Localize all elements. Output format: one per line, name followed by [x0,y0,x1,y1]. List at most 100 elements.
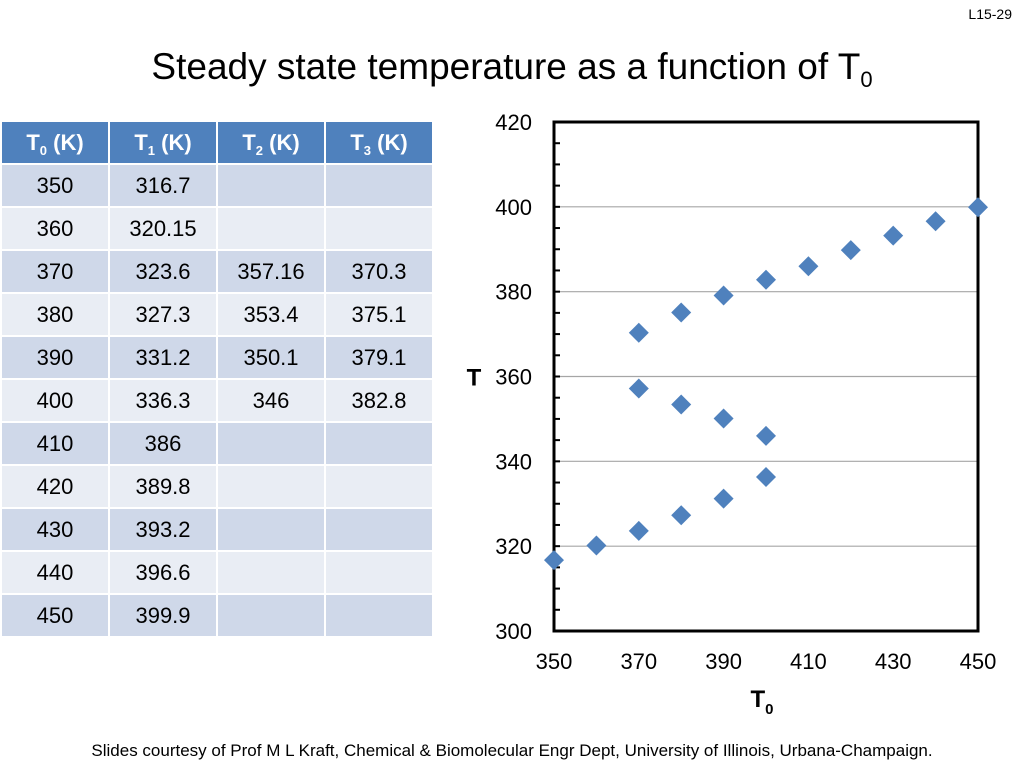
header-t1: T1 (K) [108,120,218,165]
y-axis-title: T [467,365,482,392]
header-t0: T0 (K) [0,120,110,165]
header-t3: T3 (K) [324,120,434,165]
table-cell: 400 [0,378,110,423]
table-cell: 386 [108,421,218,466]
x-tick-label: 410 [790,649,827,674]
data-point-marker [883,225,904,246]
table-cell [324,163,434,208]
table-row: 390 331.2 350.1 379.1 [0,335,434,380]
header-t3-main: T [350,129,364,155]
data-point-marker [713,488,734,509]
table-cell: 336.3 [108,378,218,423]
header-t0-main: T [26,129,40,155]
data-point-marker [671,302,692,323]
table-row: 360 320.15 [0,206,434,251]
data-point-marker [840,240,861,261]
table-cell [216,507,326,552]
table-row: 430 393.2 [0,507,434,552]
table-cell: 389.8 [108,464,218,509]
table-row: 450 399.9 [0,593,434,638]
y-tick-label: 320 [495,534,532,559]
table-cell: 396.6 [108,550,218,595]
table-cell: 346 [216,378,326,423]
y-tick-label: 400 [495,195,532,220]
table-row: 420 389.8 [0,464,434,509]
table-row: 370 323.6 357.16 370.3 [0,249,434,294]
table-row: 440 396.6 [0,550,434,595]
table-cell: 380 [0,292,110,337]
table-cell: 375.1 [324,292,434,337]
header-t1-unit: (K) [155,129,192,155]
temperature-table: T0 (K) T1 (K) T2 (K) T3 (K) 350 316.7 360… [0,120,434,638]
header-t2-sub: 2 [255,142,264,158]
header-t1-main: T [134,129,148,155]
table-cell: 316.7 [108,163,218,208]
header-t1-sub: 1 [147,142,156,158]
data-point-marker [586,535,607,556]
table-cell: 399.9 [108,593,218,638]
table-cell: 410 [0,421,110,466]
table-cell: 430 [0,507,110,552]
footer-credit: Slides courtesy of Prof M L Kraft, Chemi… [91,741,933,760]
header-t3-unit: (K) [371,129,408,155]
y-tick-label: 300 [495,619,532,644]
table-cell: 440 [0,550,110,595]
table-cell: 370 [0,249,110,294]
y-tick-label: 420 [495,110,532,135]
title-text: Steady state temperature as a function o… [151,46,861,87]
data-point-marker [925,211,946,232]
y-tick-label: 360 [495,365,532,390]
table-row: 400 336.3 346 382.8 [0,378,434,423]
table-cell [216,464,326,509]
x-tick-label: 450 [960,649,997,674]
table-cell: 393.2 [108,507,218,552]
data-point-marker [713,408,734,429]
data-point-marker [756,425,776,446]
table-cell: 390 [0,335,110,380]
steady-state-scatter-chart: 300 320 340 360 380 400 420 350 370 390 410 430 450 T… [467,110,997,718]
data-point-marker [968,197,988,218]
table-cell: 382.8 [324,378,434,423]
header-t0-unit: (K) [47,129,84,155]
table-cell [324,206,434,251]
table-cell: 357.16 [216,249,326,294]
table-cell: 350 [0,163,110,208]
table-cell [324,593,434,638]
x-tick-label: 430 [875,649,912,674]
y-tick-label: 340 [495,449,532,474]
data-point-marker [628,520,649,541]
table-cell [324,464,434,509]
table-cell: 370.3 [324,249,434,294]
table-row: 380 327.3 353.4 375.1 [0,292,434,337]
data-point-marker [671,394,692,415]
data-point-marker [544,550,564,571]
table-cell [324,421,434,466]
table-cell [216,206,326,251]
table-cell [216,593,326,638]
table-cell [216,421,326,466]
x-tick-label: 390 [705,649,742,674]
x-axis-title: T0 [750,686,773,718]
x-axis-title-subscript: 0 [765,701,773,718]
table-cell: 327.3 [108,292,218,337]
table-cell: 320.15 [108,206,218,251]
header-t2-unit: (K) [263,129,300,155]
table-cell: 379.1 [324,335,434,380]
data-point-marker [756,269,776,290]
table-cell [324,507,434,552]
table-row: 350 316.7 [0,163,434,208]
table-cell: 350.1 [216,335,326,380]
header-t0-sub: 0 [39,142,48,158]
data-point-marker [628,322,649,343]
data-point-marker [798,256,819,277]
table-cell: 420 [0,464,110,509]
table-cell [216,550,326,595]
plot-frame [552,120,980,633]
data-point-marker [671,505,692,526]
table-cell: 331.2 [108,335,218,380]
x-tick-label: 370 [620,649,657,674]
data-point-marker [628,378,649,399]
title-subscript: 0 [860,67,873,92]
x-tick-label: 350 [536,649,573,674]
header-t2: T2 (K) [216,120,326,165]
